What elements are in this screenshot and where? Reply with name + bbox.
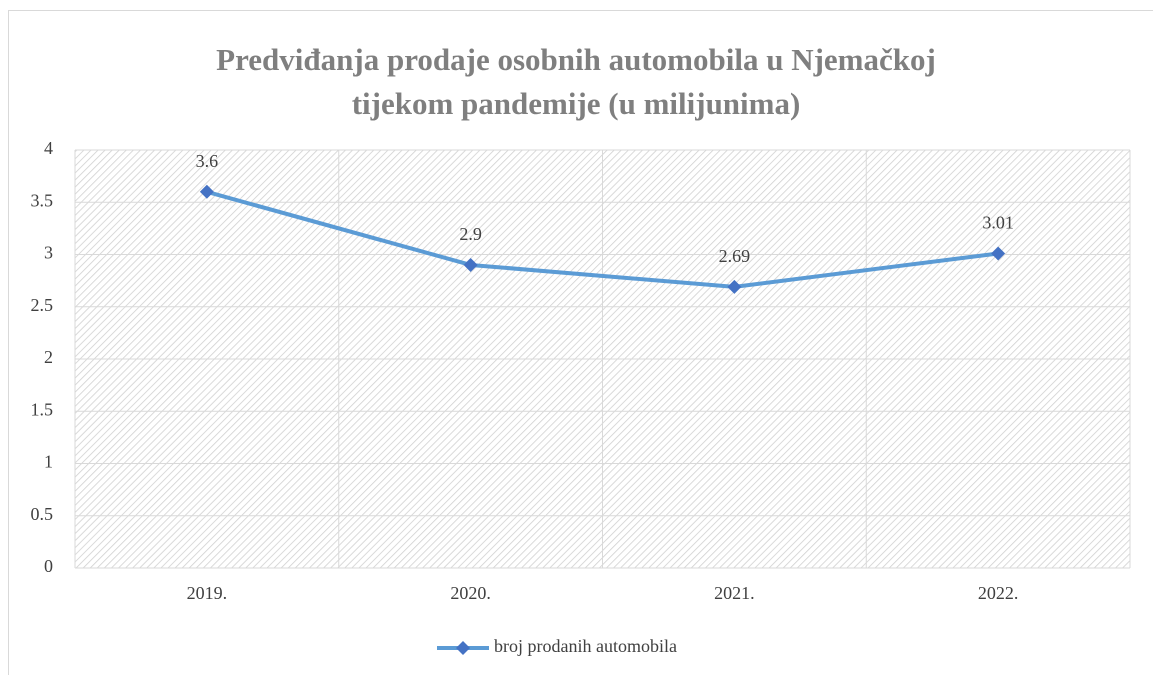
data-label: 2.69 <box>719 246 751 266</box>
data-label: 2.9 <box>459 224 482 244</box>
y-tick-label: 3 <box>44 243 53 263</box>
y-tick-label: 4 <box>44 138 53 158</box>
y-tick-label: 2.5 <box>31 295 54 315</box>
marker <box>463 257 478 272</box>
chart-border <box>8 10 1153 675</box>
y-tick-label: 2 <box>44 347 53 367</box>
x-tick-label: 2021. <box>714 583 755 603</box>
marker <box>727 279 742 294</box>
legend-marker <box>456 641 470 655</box>
y-tick-label: 1 <box>44 452 53 472</box>
data-label: 3.01 <box>982 213 1014 233</box>
x-tick-label: 2020. <box>450 583 491 603</box>
x-tick-label: 2022. <box>978 583 1019 603</box>
chart-title: Predviđanja prodaje osobnih automobila u… <box>216 42 936 121</box>
data-label: 3.6 <box>196 151 219 171</box>
y-tick-label: 3.5 <box>31 190 54 210</box>
y-tick-label: 0 <box>44 556 53 576</box>
y-tick-label: 1.5 <box>31 399 54 419</box>
legend-label: broj prodanih automobila <box>494 636 677 656</box>
y-tick-label: 0.5 <box>31 504 54 524</box>
marker <box>991 246 1006 261</box>
marker <box>199 184 214 199</box>
x-tick-label: 2019. <box>187 583 228 603</box>
line-series <box>206 189 999 289</box>
